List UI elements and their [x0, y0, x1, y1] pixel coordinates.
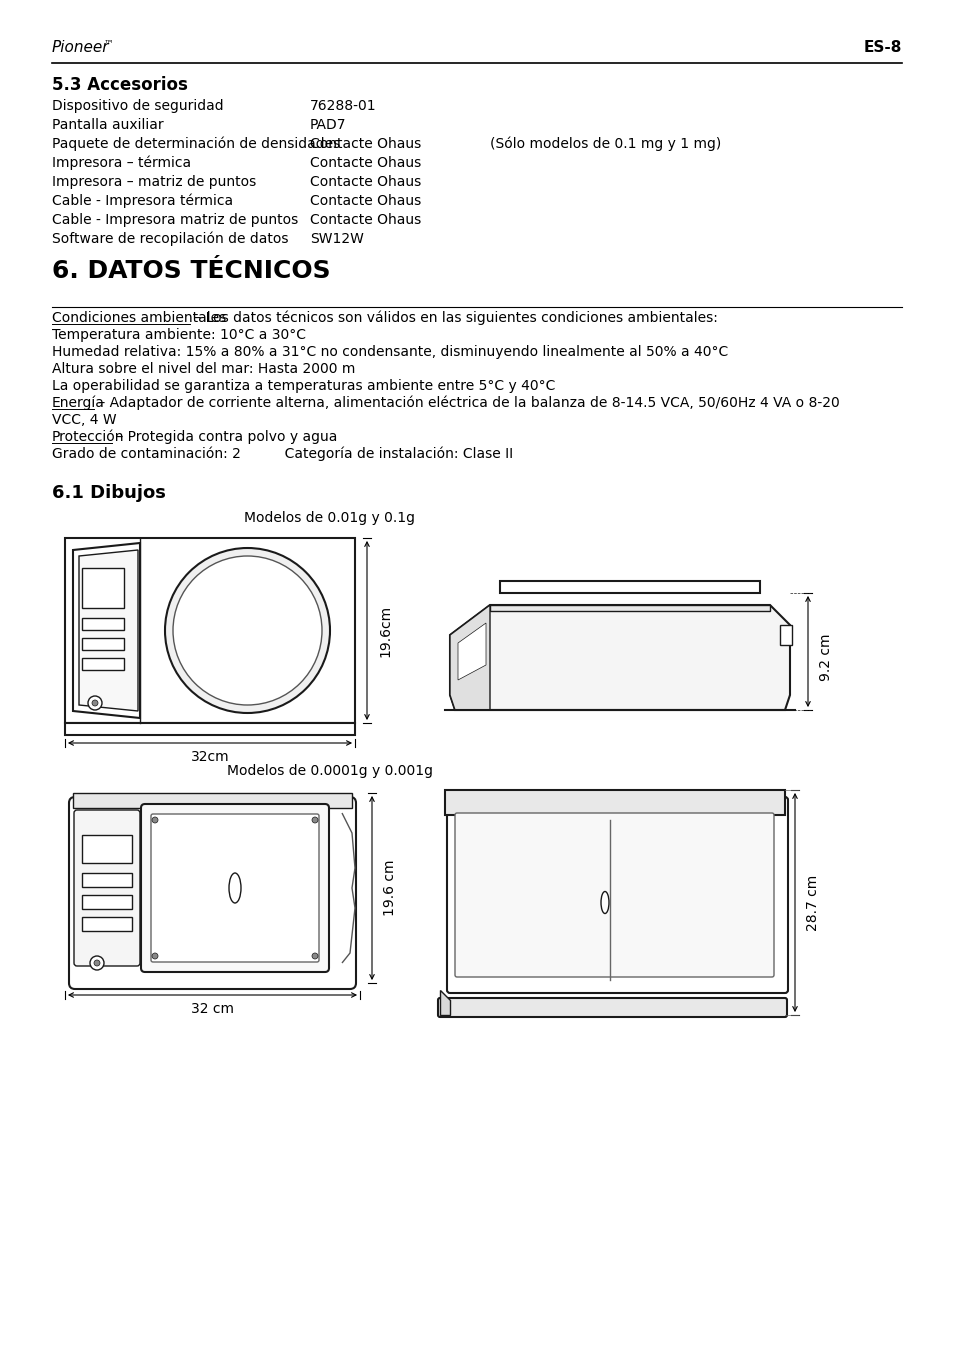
- Bar: [82, 895, 132, 909]
- Ellipse shape: [600, 891, 608, 914]
- Text: Contacte Ohaus: Contacte Ohaus: [310, 137, 421, 152]
- Text: (Sólo modelos de 0.1 mg y 1 mg): (Sólo modelos de 0.1 mg y 1 mg): [490, 137, 720, 152]
- Text: Humedad relativa: 15% a 80% a 31°C no condensante, disminuyendo linealmente al 5: Humedad relativa: 15% a 80% a 31°C no co…: [52, 345, 727, 359]
- Bar: [82, 638, 124, 650]
- Circle shape: [91, 700, 98, 705]
- Bar: [82, 567, 124, 608]
- Text: 32 cm: 32 cm: [191, 1002, 233, 1016]
- Text: Temperatura ambiente: 10°C a 30°C: Temperatura ambiente: 10°C a 30°C: [52, 328, 306, 343]
- Circle shape: [90, 956, 104, 969]
- Circle shape: [312, 816, 317, 823]
- Text: 76288-01: 76288-01: [310, 99, 376, 112]
- Text: – Los datos técnicos son válidos en las siguientes condiciones ambientales:: – Los datos técnicos son válidos en las …: [190, 310, 717, 325]
- Bar: [490, 605, 769, 611]
- Polygon shape: [457, 623, 485, 680]
- Text: Pantalla auxiliar: Pantalla auxiliar: [52, 118, 164, 131]
- Text: Impresora – matriz de puntos: Impresora – matriz de puntos: [52, 175, 256, 190]
- Text: 28.7 cm: 28.7 cm: [805, 875, 820, 930]
- Text: Cable - Impresora matriz de puntos: Cable - Impresora matriz de puntos: [52, 213, 298, 227]
- Polygon shape: [79, 550, 138, 711]
- Text: Software de recopilación de datos: Software de recopilación de datos: [52, 232, 288, 246]
- Text: ES-8: ES-8: [862, 41, 901, 56]
- Text: Cable - Impresora térmica: Cable - Impresora térmica: [52, 194, 233, 209]
- Circle shape: [152, 816, 158, 823]
- Text: Contacte Ohaus: Contacte Ohaus: [310, 156, 421, 171]
- Bar: [73, 793, 352, 808]
- Bar: [82, 617, 124, 630]
- Bar: [65, 538, 355, 723]
- Circle shape: [312, 953, 317, 959]
- Text: Paquete de determinación de densidades: Paquete de determinación de densidades: [52, 137, 340, 152]
- Polygon shape: [450, 605, 789, 709]
- Text: 32cm: 32cm: [191, 750, 229, 764]
- Bar: [82, 873, 132, 887]
- FancyBboxPatch shape: [437, 998, 786, 1017]
- Polygon shape: [450, 605, 490, 709]
- Bar: [82, 917, 132, 932]
- Text: PAD7: PAD7: [310, 118, 346, 131]
- Circle shape: [94, 960, 100, 965]
- Text: Contacte Ohaus: Contacte Ohaus: [310, 194, 421, 209]
- Bar: [65, 723, 355, 735]
- Text: Contacte Ohaus: Contacte Ohaus: [310, 213, 421, 227]
- Text: Energía: Energía: [52, 395, 105, 410]
- Bar: [82, 835, 132, 862]
- Polygon shape: [439, 990, 450, 1016]
- Text: Condiciones ambientales: Condiciones ambientales: [52, 311, 226, 325]
- Text: VCC, 4 W: VCC, 4 W: [52, 413, 116, 427]
- Bar: [780, 626, 791, 645]
- Text: La operabilidad se garantiza a temperaturas ambiente entre 5°C y 40°C: La operabilidad se garantiza a temperatu…: [52, 379, 555, 393]
- Text: 19.6 cm: 19.6 cm: [382, 860, 396, 917]
- Text: Contacte Ohaus: Contacte Ohaus: [310, 175, 421, 190]
- Bar: [499, 581, 760, 593]
- FancyBboxPatch shape: [151, 814, 318, 961]
- Circle shape: [172, 556, 322, 705]
- Circle shape: [165, 548, 330, 714]
- Text: Pioneer: Pioneer: [52, 41, 110, 56]
- FancyBboxPatch shape: [447, 798, 787, 992]
- Text: – Adaptador de corriente alterna, alimentación eléctrica de la balanza de 8-14.5: – Adaptador de corriente alterna, alimen…: [94, 395, 839, 410]
- Text: Modelos de 0.01g y 0.1g: Modelos de 0.01g y 0.1g: [244, 510, 416, 525]
- Bar: [444, 789, 784, 815]
- Circle shape: [88, 696, 102, 709]
- Text: Impresora – térmica: Impresora – térmica: [52, 156, 191, 171]
- Circle shape: [152, 953, 158, 959]
- Text: Modelos de 0.0001g y 0.001g: Modelos de 0.0001g y 0.001g: [227, 764, 433, 779]
- Text: Dispositivo de seguridad: Dispositivo de seguridad: [52, 99, 223, 112]
- FancyBboxPatch shape: [74, 810, 140, 965]
- FancyBboxPatch shape: [69, 798, 355, 988]
- Text: 6. DATOS TÉCNICOS: 6. DATOS TÉCNICOS: [52, 259, 331, 283]
- Text: 9.2 cm: 9.2 cm: [818, 634, 832, 681]
- Bar: [82, 658, 124, 670]
- Text: Protección: Protección: [52, 431, 125, 444]
- Text: 5.3 Accesorios: 5.3 Accesorios: [52, 76, 188, 93]
- Text: SW12W: SW12W: [310, 232, 363, 246]
- Text: Altura sobre el nivel del mar: Hasta 2000 m: Altura sobre el nivel del mar: Hasta 200…: [52, 362, 355, 376]
- Text: ™: ™: [104, 38, 113, 47]
- Text: Grado de contaminación: 2          Categoría de instalación: Clase II: Grado de contaminación: 2 Categoría de i…: [52, 447, 513, 460]
- Text: 6.1 Dibujos: 6.1 Dibujos: [52, 483, 166, 502]
- FancyBboxPatch shape: [455, 812, 773, 978]
- Text: 19.6cm: 19.6cm: [377, 604, 392, 657]
- Ellipse shape: [229, 873, 241, 903]
- FancyBboxPatch shape: [141, 804, 329, 972]
- Polygon shape: [73, 543, 140, 718]
- Text: – Protegida contra polvo y agua: – Protegida contra polvo y agua: [112, 431, 337, 444]
